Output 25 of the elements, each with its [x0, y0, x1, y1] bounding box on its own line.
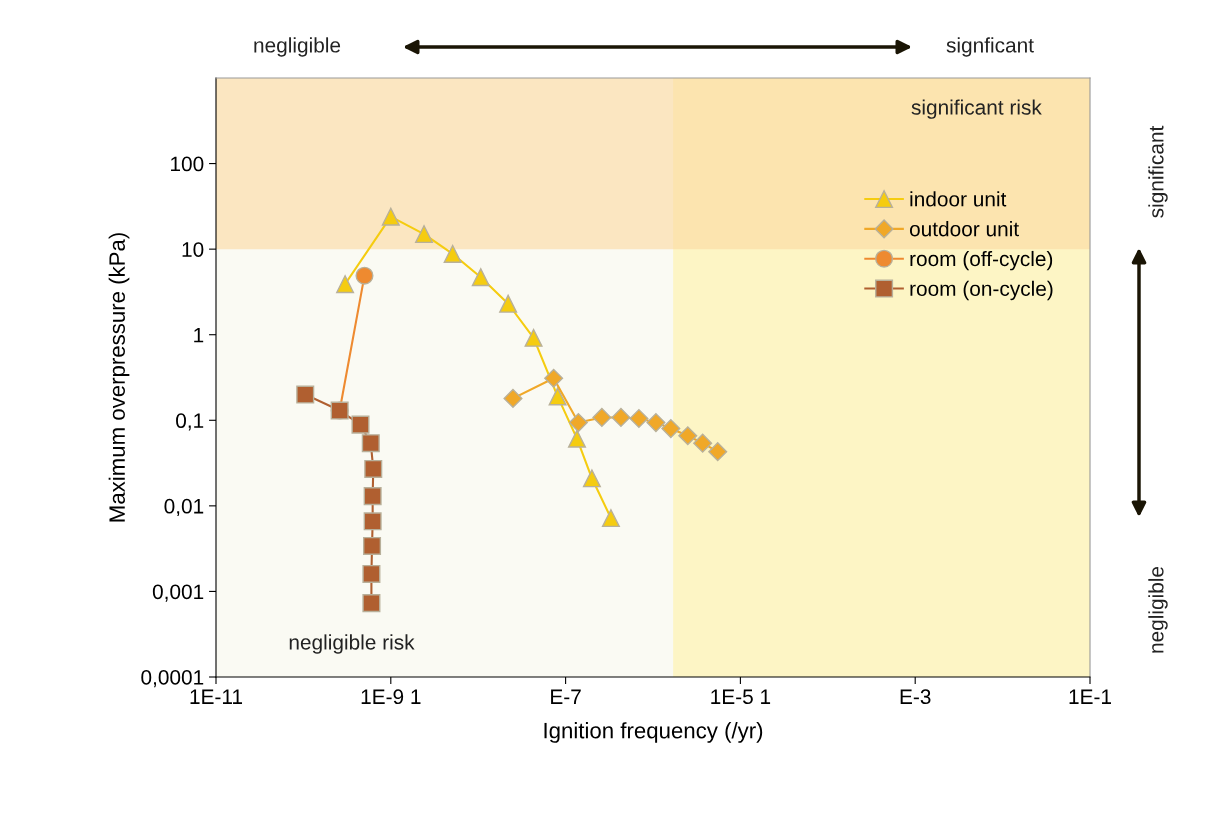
- text: significant: [1148, 125, 1168, 218]
- x-tick-label: E-7: [551, 689, 581, 704]
- legend-label: room (off-cycle): [910, 250, 1053, 271]
- text: signficant: [946, 37, 1034, 57]
- y-tick-label: 0,0001: [141, 670, 204, 688]
- y-tick-label: 0,1: [176, 413, 204, 431]
- text: negligible: [1148, 566, 1168, 653]
- x-tick-label: 1E-11: [190, 689, 243, 704]
- y-tick-label: 100: [171, 156, 204, 172]
- y-tick-label: 0,01: [164, 498, 204, 517]
- x-tick-label: E-3: [900, 689, 931, 705]
- annotation: significant risk: [911, 99, 1042, 119]
- legend-label: room (on-cycle): [910, 280, 1053, 301]
- y-tick-label: 0,001: [152, 584, 204, 602]
- y-tick-label: 1: [194, 327, 204, 343]
- annotation: negligible risk: [289, 634, 415, 654]
- x-tick-label: 1E-5 1: [711, 689, 771, 705]
- x-tick-label: 1E-1: [1069, 689, 1111, 704]
- legend-label: outdoor unit: [909, 221, 1019, 237]
- y-axis-title: Maximum overpressure (kPa): [108, 233, 130, 522]
- y-tick-label: 10: [182, 242, 204, 257]
- x-tick-label: 1E-9 1: [361, 689, 421, 705]
- text: negligible: [254, 37, 341, 57]
- legend-label: indoor unit: [910, 191, 1007, 207]
- x-axis-title: Ignition frequency (/yr): [544, 722, 763, 743]
